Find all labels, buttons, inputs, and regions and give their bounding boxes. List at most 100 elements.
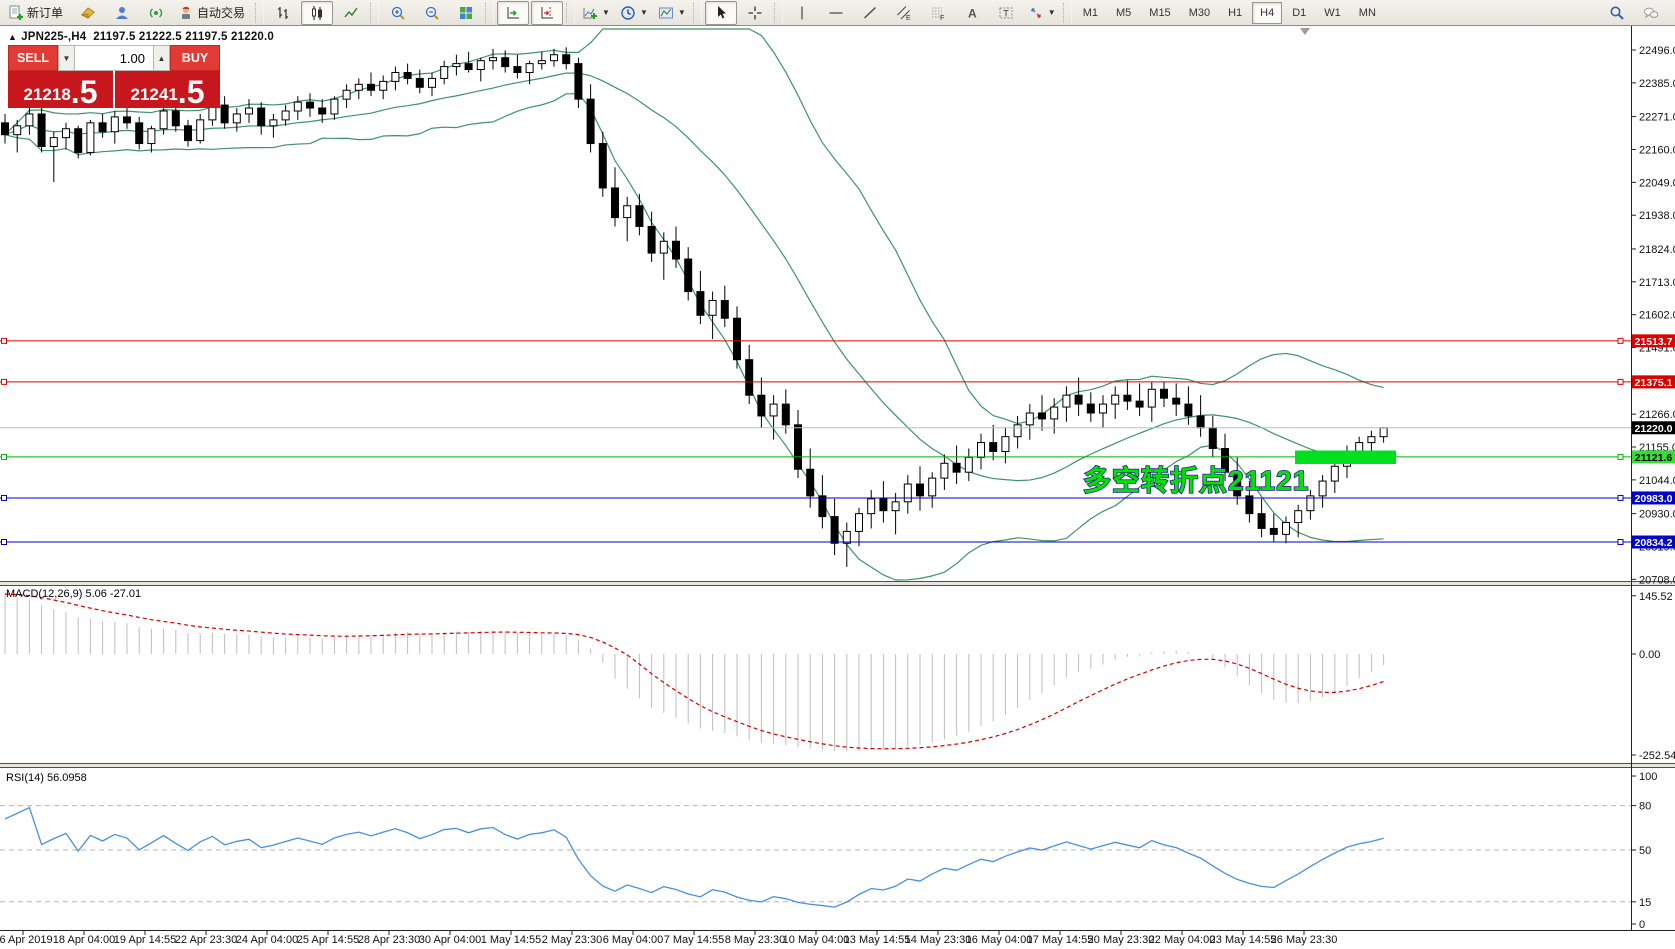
- chat-button[interactable]: [1635, 1, 1667, 25]
- time-tick-label: 25 Apr 14:55: [297, 934, 359, 946]
- trendline-button[interactable]: [854, 1, 886, 25]
- candlestick-layer: [1, 47, 1388, 567]
- timeframe-M15[interactable]: M15: [1149, 6, 1171, 19]
- timeframe-M5[interactable]: M5: [1116, 6, 1132, 19]
- indicators-button[interactable]: ▼: [578, 1, 614, 25]
- timeframe-H1[interactable]: H1: [1228, 6, 1243, 19]
- buy-button[interactable]: BUY: [170, 45, 220, 71]
- annotation-layer: 多空转折点21121: [1082, 28, 1310, 497]
- line-anchor-handle[interactable]: [1, 453, 7, 460]
- toolbar-separator: [255, 2, 265, 23]
- chart-shift-marker-icon[interactable]: [1300, 28, 1310, 35]
- auto-scroll-button[interactable]: [497, 0, 530, 25]
- volume-increase-button[interactable]: ▲: [153, 45, 170, 71]
- periods-button[interactable]: ▼: [616, 1, 652, 25]
- text-button[interactable]: A: [956, 1, 988, 25]
- rsi-scale-label: 50: [1639, 845, 1651, 857]
- fibonacci-button[interactable]: F: [922, 1, 954, 25]
- new-order-label: 新订单: [27, 6, 64, 20]
- tile-windows-button[interactable]: [450, 1, 482, 25]
- zoom-in-button[interactable]: [382, 1, 414, 25]
- profile-button[interactable]: [106, 1, 138, 25]
- price-level-chip: 21375.1: [1635, 377, 1673, 389]
- line-anchor-handle[interactable]: [1, 378, 7, 385]
- fibonacci-icon: F: [931, 7, 944, 21]
- line-anchor-handle[interactable]: [1, 337, 7, 344]
- chart-title: ▲ JPN225-,H4 21197.5 21222.5 21197.5 2122…: [8, 31, 274, 43]
- new-chart-button[interactable]: [72, 1, 104, 25]
- line-anchor-handle[interactable]: [1, 539, 7, 546]
- arrows-button[interactable]: ▼: [1024, 1, 1060, 25]
- toolbar-separator: [773, 2, 783, 23]
- price-lines-layer: [0, 337, 1631, 546]
- chart-shift-icon: [541, 6, 554, 18]
- time-tick-label: 10 May 04:00: [783, 934, 850, 946]
- price-level-chip: 20834.2: [1635, 537, 1673, 549]
- volume-input[interactable]: 1.00: [75, 45, 153, 71]
- auto-scroll-icon: [507, 6, 520, 18]
- time-tick-label: 28 Apr 23:30: [358, 934, 420, 946]
- horizontal-line-button[interactable]: [820, 1, 852, 25]
- time-tick-label: 13 May 14:55: [844, 934, 911, 946]
- rsi-scale-label: 100: [1639, 771, 1657, 783]
- chart-annotation-text[interactable]: 多空转折点21121: [1082, 463, 1309, 497]
- toolbar-separator: [566, 2, 576, 23]
- line-anchor-handle[interactable]: [1, 494, 7, 501]
- buy-price[interactable]: 21241.5: [115, 71, 220, 108]
- chart-shift-button[interactable]: [531, 0, 564, 25]
- price-tick-label: 22385.0: [1639, 78, 1675, 90]
- line-anchor-handle[interactable]: [1617, 378, 1624, 385]
- autotrading-icon: [182, 6, 191, 19]
- sell-price[interactable]: 21218.5: [8, 71, 113, 108]
- text-label-icon: T: [999, 7, 1013, 18]
- candlestick-chart-button[interactable]: [301, 0, 334, 25]
- autotrading-button[interactable]: 自动交易: [174, 1, 252, 25]
- time-tick-label: 26 May 23:30: [1271, 934, 1338, 946]
- time-tick-label: 1 May 14:55: [481, 934, 542, 946]
- timeframe-D1[interactable]: D1: [1292, 6, 1307, 19]
- line-anchor-handle[interactable]: [1617, 453, 1624, 460]
- new-order-icon: [9, 5, 23, 20]
- timeframe-W1[interactable]: W1: [1324, 6, 1341, 19]
- timeframe-M1[interactable]: M1: [1082, 6, 1098, 19]
- time-tick-label: 8 May 23:30: [725, 934, 786, 946]
- time-tick-label: 16 May 04:00: [966, 934, 1033, 946]
- new-order-button[interactable]: 新订单: [4, 1, 70, 25]
- zoom-in-icon: [391, 6, 405, 20]
- time-tick-label: 18 Apr 04:00: [53, 934, 115, 946]
- toolbar-separator: [1062, 2, 1072, 23]
- timeframe-H4[interactable]: H4: [1252, 1, 1283, 24]
- bar-chart-button[interactable]: [267, 1, 299, 25]
- zoom-out-button[interactable]: [416, 1, 448, 25]
- cursor-button[interactable]: [704, 0, 737, 25]
- time-tick-label: 20 May 23:30: [1088, 934, 1155, 946]
- sell-price-pips: .5: [70, 73, 98, 110]
- toolbar-separator: [692, 2, 702, 23]
- price-level-chip: 21513.7: [1635, 336, 1673, 348]
- price-level-chip: 20983.0: [1635, 493, 1673, 505]
- vertical-line-button[interactable]: [786, 1, 818, 25]
- text-label-button[interactable]: T: [990, 1, 1022, 25]
- rsi-panel: RSI(14) 56.0958: [0, 772, 1631, 908]
- line-chart-button[interactable]: [335, 1, 367, 25]
- line-anchor-handle[interactable]: [1617, 539, 1624, 546]
- highlight-layer: [1295, 450, 1396, 465]
- line-anchor-handle[interactable]: [1617, 494, 1624, 501]
- search-button[interactable]: [1601, 1, 1633, 25]
- highlight-rectangle[interactable]: [1295, 450, 1396, 465]
- sell-button[interactable]: SELL: [8, 45, 58, 71]
- candlestick-chart-icon: [312, 5, 323, 20]
- crosshair-button[interactable]: [739, 1, 771, 25]
- line-anchor-handle[interactable]: [1617, 337, 1624, 344]
- timeframe-M30[interactable]: M30: [1188, 6, 1211, 19]
- equidistant-channel-button[interactable]: E: [888, 1, 920, 25]
- timeframe-MN[interactable]: MN: [1358, 6, 1376, 19]
- templates-button[interactable]: ▼: [654, 1, 690, 25]
- time-tick-label: 30 Apr 04:00: [419, 934, 481, 946]
- price-chips: 21513.7 21375.1 21121.6 20983.0 20834.2 21220…: [1632, 334, 1675, 549]
- price-axis[interactable]: 22496.0 22385.0 22271.0 22160.0 22049.0 21938…: [0, 26, 1675, 931]
- volume-decrease-button[interactable]: ▼: [58, 45, 75, 71]
- signals-button[interactable]: [140, 1, 172, 25]
